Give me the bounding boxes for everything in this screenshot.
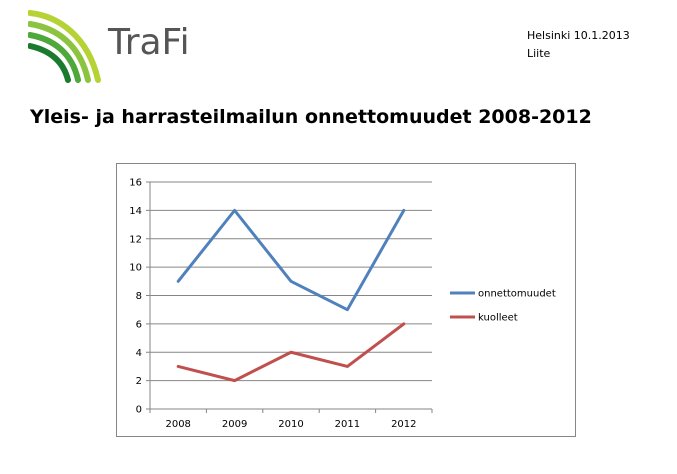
x-tick-label: 2010 — [278, 419, 303, 430]
y-tick-label: 2 — [136, 376, 142, 387]
page-title: Yleis- ja harrasteilmailun onnettomuudet… — [30, 106, 592, 128]
legend-label-onnettomuudet: onnettomuudet — [478, 289, 556, 300]
y-tick-label: 10 — [129, 263, 142, 274]
location-date: Helsinki 10.1.2013 — [527, 29, 630, 42]
y-tick-label: 4 — [136, 348, 142, 359]
x-tick-label: 2008 — [165, 419, 190, 430]
trafi-logo-icon — [27, 10, 101, 83]
y-tick-label: 0 — [136, 405, 142, 416]
series-line-onnettomuudet — [176, 208, 406, 312]
chart-container: 0 2 4 6 8 10 12 14 16 2008 2009 2010 2011 2012 onnetto… — [116, 163, 576, 437]
line-chart: 0 2 4 6 8 10 12 14 16 2008 2009 2010 2011 2012 onnetto… — [129, 178, 556, 431]
y-tick-label: 6 — [136, 319, 142, 330]
y-tick-label: 14 — [129, 206, 142, 217]
x-tick-label: 2011 — [335, 419, 360, 430]
brand-name: TraFi — [108, 22, 190, 63]
y-tick-label: 8 — [136, 291, 142, 302]
x-tick-label: 2012 — [391, 419, 416, 430]
y-tick-label: 16 — [129, 178, 142, 189]
x-tick-label: 2009 — [222, 419, 247, 430]
y-tick-label: 12 — [129, 234, 142, 245]
document-meta: Helsinki 10.1.2013 Liite — [527, 27, 630, 63]
attachment-label: Liite — [527, 47, 551, 60]
legend-label-kuolleet: kuolleet — [478, 313, 518, 324]
trafi-logo — [27, 8, 218, 83]
